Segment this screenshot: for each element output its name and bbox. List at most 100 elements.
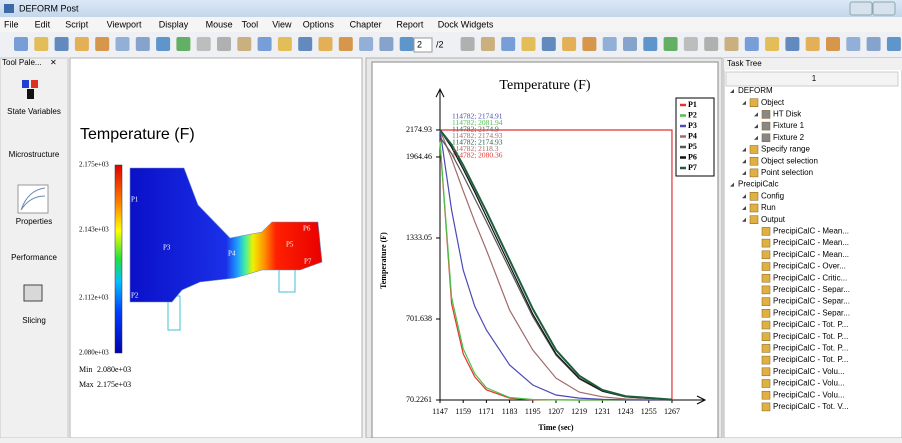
toolbar-button[interactable]: [643, 37, 657, 51]
menu-item[interactable]: View: [272, 19, 292, 29]
maximize-button[interactable]: [873, 2, 895, 15]
toolbar-button[interactable]: [501, 37, 515, 51]
tree-item[interactable]: Run: [761, 203, 776, 212]
menu-item[interactable]: Display: [159, 19, 189, 29]
point-label: P7: [304, 258, 312, 266]
toolbar-button[interactable]: [156, 37, 170, 51]
column-label: 1: [812, 74, 817, 83]
toolbar-button[interactable]: [562, 37, 576, 51]
menu-item[interactable]: Dock Widgets: [438, 19, 494, 29]
toolbar-button[interactable]: [116, 37, 130, 51]
palette-item[interactable]: State Variables: [7, 107, 61, 116]
toolbar-button[interactable]: [34, 37, 48, 51]
toolbar-button[interactable]: [846, 37, 860, 51]
toolbar-button[interactable]: [136, 37, 150, 51]
toolbar-button[interactable]: [319, 37, 333, 51]
tree-item[interactable]: Specify range: [761, 145, 810, 154]
toolbar-button[interactable]: [237, 37, 251, 51]
toolbar-button[interactable]: [278, 37, 292, 51]
menu-item[interactable]: Tool: [242, 19, 259, 29]
tree-icon: [762, 298, 770, 306]
menu-item[interactable]: Options: [303, 19, 335, 29]
toolbar-button[interactable]: [826, 37, 840, 51]
page-number[interactable]: 2: [417, 39, 422, 49]
tree-item[interactable]: PrecipiCalC - Over...: [773, 262, 846, 271]
toolbar-button[interactable]: [481, 37, 495, 51]
palette-item[interactable]: Properties: [16, 217, 52, 226]
toolbar-button[interactable]: [745, 37, 759, 51]
toolbar-button[interactable]: [461, 37, 475, 51]
toolbar-button[interactable]: [867, 37, 881, 51]
palette-item[interactable]: Slicing: [22, 316, 46, 325]
tree-item[interactable]: Fixture 1: [773, 121, 805, 130]
toolbar-button[interactable]: [14, 37, 28, 51]
toolbar-button[interactable]: [298, 37, 312, 51]
toolbar-button[interactable]: [603, 37, 617, 51]
toolbar-button[interactable]: [339, 37, 353, 51]
tree-item[interactable]: Config: [761, 191, 784, 200]
menu-item[interactable]: Edit: [35, 19, 51, 29]
tree-item[interactable]: DEFORM: [738, 86, 773, 95]
toolbar-button[interactable]: [785, 37, 799, 51]
tree-item[interactable]: Point selection: [761, 168, 813, 177]
toolbar-button[interactable]: [400, 37, 414, 51]
toolbar-button[interactable]: [75, 37, 89, 51]
minimize-button[interactable]: [850, 2, 872, 15]
toolbar-button[interactable]: [379, 37, 393, 51]
toolbar-button[interactable]: [176, 37, 190, 51]
tree-item[interactable]: PrecipiCalC - Volu...: [773, 379, 845, 388]
toolbar-button[interactable]: [522, 37, 536, 51]
tree-item[interactable]: PrecipiCalC - Separ...: [773, 308, 850, 317]
menu-item[interactable]: Chapter: [350, 19, 382, 29]
menu-item[interactable]: Script: [65, 19, 89, 29]
toolbar-button[interactable]: [765, 37, 779, 51]
menu-item[interactable]: File: [4, 19, 19, 29]
x-tick-label: 1267: [664, 407, 680, 416]
toolbar-button[interactable]: [664, 37, 678, 51]
toolbar-button[interactable]: [704, 37, 718, 51]
toolbar-button[interactable]: [95, 37, 109, 51]
tree-item[interactable]: PrecipiCalC - Tot. P...: [773, 320, 848, 329]
tree-item[interactable]: PrecipiCalc: [738, 180, 778, 189]
toolbar-button[interactable]: [623, 37, 637, 51]
tree-item[interactable]: Output: [761, 215, 786, 224]
toolbar-button[interactable]: [359, 37, 373, 51]
toolbar-button[interactable]: [55, 37, 69, 51]
menu-item[interactable]: Mouse: [206, 19, 233, 29]
toolbar-button[interactable]: [684, 37, 698, 51]
tree-item[interactable]: Fixture 2: [773, 133, 805, 142]
toolbar-button[interactable]: [217, 37, 231, 51]
slicing-icon[interactable]: [24, 285, 42, 301]
toolbar-button[interactable]: [887, 37, 901, 51]
tree-item[interactable]: PrecipiCalC - Tot. P...: [773, 332, 848, 341]
toolbar-button[interactable]: [806, 37, 820, 51]
toolbar-button[interactable]: [725, 37, 739, 51]
legend-label: 2.143e+03: [79, 226, 109, 234]
tree-item[interactable]: PrecipiCalC - Tot. P...: [773, 355, 848, 364]
close-palette[interactable]: ✕: [50, 58, 57, 67]
menu-item[interactable]: Viewport: [107, 19, 142, 29]
tree-item[interactable]: PrecipiCalC - Mean...: [773, 238, 849, 247]
toolbar-button[interactable]: [258, 37, 272, 51]
tree-item[interactable]: PrecipiCalC - Mean...: [773, 227, 849, 236]
tree-item[interactable]: PrecipiCalC - Volu...: [773, 367, 845, 376]
min-value: 2.080e+03: [97, 365, 131, 374]
tree-item[interactable]: PrecipiCalC - Critic...: [773, 273, 847, 282]
tree-item[interactable]: HT Disk: [773, 110, 802, 119]
toolbar-button[interactable]: [582, 37, 596, 51]
palette-item[interactable]: Performance: [11, 253, 57, 262]
app-icon: [4, 4, 14, 13]
toolbar-button[interactable]: [197, 37, 211, 51]
tree-item[interactable]: PrecipiCalC - Volu...: [773, 390, 845, 399]
tree-item[interactable]: PrecipiCalC - Separ...: [773, 285, 850, 294]
tree-item[interactable]: PrecipiCalC - Mean...: [773, 250, 849, 259]
tree-item[interactable]: PrecipiCalC - Tot. P...: [773, 344, 848, 353]
tree-item[interactable]: Object selection: [761, 156, 818, 165]
toolbar-button[interactable]: [542, 37, 556, 51]
tree-icon: [762, 239, 770, 247]
tree-item[interactable]: Object: [761, 98, 785, 107]
menu-item[interactable]: Report: [396, 19, 424, 29]
palette-item[interactable]: Microstructure: [9, 150, 60, 159]
tree-item[interactable]: PrecipiCalC - Tot. V...: [773, 402, 849, 411]
tree-item[interactable]: PrecipiCalC - Separ...: [773, 297, 850, 306]
